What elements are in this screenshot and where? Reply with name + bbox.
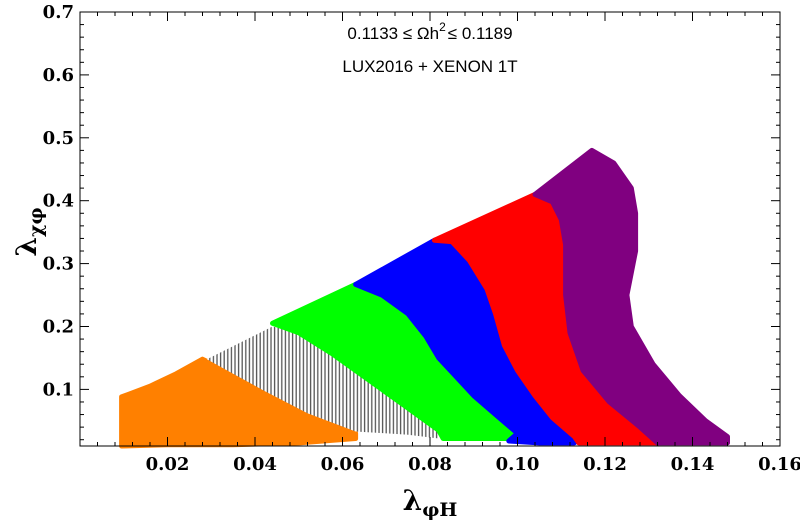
x-axis-ticks: 0.02 0.04 0.06 0.08 0.10 0.12 0.14 0.16: [97, 12, 800, 475]
x-axis-title: λφH: [403, 484, 458, 520]
x-tick-label: 0.04: [233, 454, 277, 475]
y-axis-title: λχφ: [10, 207, 47, 256]
region-1: [206, 326, 439, 439]
relic-density-annotation: 0.1133 ≤ Ωh2 ≤ 0.1189: [347, 20, 512, 43]
x-tick-label: 0.08: [408, 454, 452, 475]
x-tick-label: 0.12: [583, 454, 627, 475]
region-5: [532, 147, 730, 446]
y-tick-label: 0.1: [43, 379, 74, 400]
regions-layer: [119, 147, 730, 449]
y-tick-label: 0.7: [43, 2, 74, 23]
y-tick-label: 0.2: [43, 316, 74, 337]
y-tick-label: 0.5: [43, 128, 74, 149]
y-axis-ticks: 0.1 0.2 0.3 0.4 0.5 0.6 0.7: [43, 2, 780, 441]
x-tick-label: 0.14: [671, 454, 715, 475]
y-tick-label: 0.3: [43, 254, 74, 275]
y-tick-label: 0.6: [43, 65, 74, 86]
y-tick-label: 0.4: [43, 191, 74, 212]
experiment-annotation: LUX2016 + XENON 1T: [342, 57, 517, 76]
x-tick-label: 0.16: [758, 454, 800, 475]
x-tick-label: 0.06: [321, 454, 365, 475]
region-0: [119, 356, 359, 449]
x-tick-label: 0.10: [496, 454, 540, 475]
x-tick-label: 0.02: [146, 454, 190, 475]
